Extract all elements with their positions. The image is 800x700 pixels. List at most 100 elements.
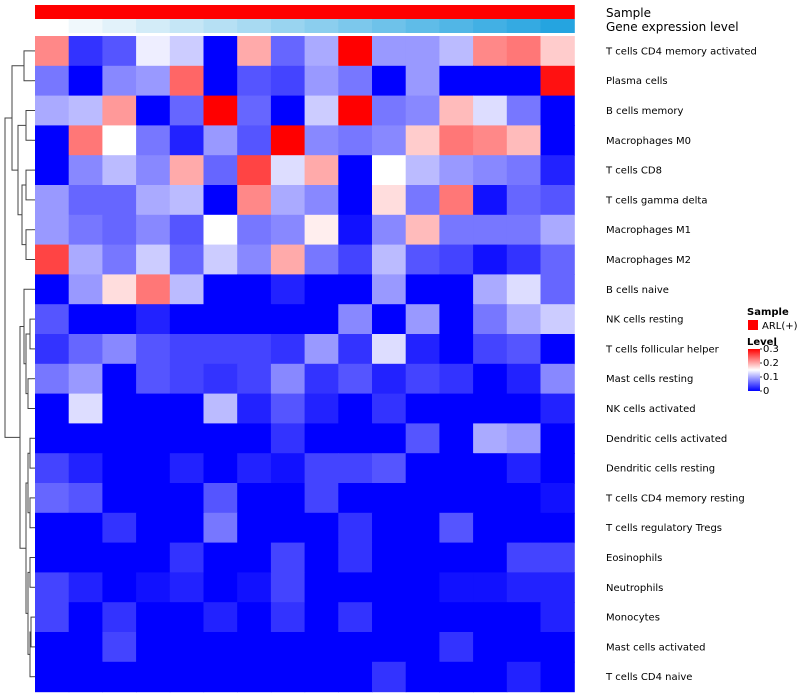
heatmap-cell — [540, 363, 575, 395]
heatmap-cell — [473, 185, 508, 216]
annotation-cell — [237, 5, 272, 19]
heatmap-cell — [270, 393, 306, 424]
heatmap-cell — [270, 155, 306, 186]
annotation-cell — [102, 19, 137, 33]
heatmap-cell — [439, 363, 474, 395]
heatmap-cell — [372, 483, 407, 514]
heatmap-cell — [237, 95, 272, 126]
heatmap-cell — [203, 483, 238, 514]
heatmap-cell — [102, 334, 137, 365]
heatmap-cell — [506, 602, 542, 633]
heatmap-cell — [35, 661, 70, 693]
heatmap-cell — [136, 483, 171, 514]
heatmap-cell — [237, 185, 272, 216]
dendrogram-branch — [27, 378, 32, 409]
heatmap-cell — [540, 334, 575, 365]
heatmap-cell — [473, 512, 508, 544]
heatmap-cell — [372, 155, 407, 186]
heatmap-cell — [473, 632, 508, 663]
heatmap-cell — [35, 453, 70, 484]
heatmap-cell — [439, 274, 474, 305]
heatmap-cell — [102, 512, 137, 544]
heatmap-cell — [540, 393, 575, 424]
heatmap-cell — [338, 185, 373, 216]
heatmap-cell — [338, 214, 373, 246]
heatmap-cell — [136, 304, 171, 335]
heatmap-cell — [68, 483, 103, 514]
heatmap-cell — [506, 661, 542, 693]
heatmap-cell — [473, 244, 508, 275]
heatmap-cell — [102, 661, 137, 693]
heatmap-cell — [473, 304, 508, 335]
dendrogram-branch — [25, 229, 32, 260]
heatmap-cell — [304, 214, 339, 246]
heatmap-cell — [540, 572, 575, 603]
heatmap-cell — [237, 36, 272, 67]
heatmap-cell — [102, 304, 137, 335]
heatmap-cell — [35, 185, 70, 216]
row-label: B cells naive — [606, 285, 669, 296]
heatmap-cell — [473, 602, 508, 633]
heatmap-cell — [304, 393, 339, 424]
heatmap-cell — [270, 512, 306, 544]
heatmap-cell — [169, 214, 205, 246]
heatmap-cell — [270, 602, 306, 633]
heatmap-cell — [136, 155, 171, 186]
annotation-cell — [237, 19, 272, 33]
heatmap-cell — [372, 65, 407, 97]
heatmap-cell — [203, 155, 238, 186]
heatmap-cell — [136, 632, 171, 663]
heatmap-cell — [405, 244, 440, 275]
heatmap-cell — [68, 572, 103, 603]
annotation-cell — [405, 19, 440, 33]
heatmap-cell — [338, 363, 373, 395]
heatmap-cell — [102, 36, 137, 67]
heatmap-cell — [304, 632, 339, 663]
heatmap-cell — [405, 542, 440, 573]
heatmap-cell — [237, 602, 272, 633]
annotation-cell — [35, 19, 70, 33]
heatmap-cell — [405, 393, 440, 424]
heatmap-cell — [304, 155, 339, 186]
heatmap-cell — [405, 125, 440, 156]
heatmap-cell — [338, 304, 373, 335]
row-label: Dendritic cells resting — [606, 464, 715, 475]
heatmap-cell — [405, 602, 440, 633]
heatmap-cell — [372, 423, 407, 454]
heatmap-cell — [68, 334, 103, 365]
row-label: B cells memory — [606, 106, 683, 117]
heatmap-cell — [136, 65, 171, 97]
heatmap-cell — [237, 304, 272, 335]
heatmap-cell — [136, 363, 171, 395]
heatmap-cell — [136, 214, 171, 246]
heatmap-cell — [473, 125, 508, 156]
heatmap-cell — [68, 393, 103, 424]
heatmap-cell — [372, 125, 407, 156]
heatmap-cell — [169, 393, 205, 424]
heatmap-cell — [304, 453, 339, 484]
legend-level-title: Level — [747, 337, 777, 348]
heatmap-cell — [506, 572, 542, 603]
annotation-cell — [473, 5, 508, 19]
heatmap-cell — [338, 632, 373, 663]
heatmap-cell — [68, 423, 103, 454]
heatmap-cell — [35, 542, 70, 573]
heatmap-cell — [439, 423, 474, 454]
dendrogram-branch — [29, 318, 32, 350]
heatmap-cell — [304, 483, 339, 514]
heatmap-cell — [439, 572, 474, 603]
row-labels: T cells CD4 memory activated Plasma cells… — [605, 46, 757, 683]
heatmap-cell — [203, 36, 238, 67]
heatmap-cell — [237, 393, 272, 424]
heatmap-cell — [203, 661, 238, 693]
legend-level-colorbar — [748, 349, 760, 391]
heatmap-cell — [540, 125, 575, 156]
heatmap-cell — [473, 572, 508, 603]
heatmap-cell — [169, 632, 205, 663]
heatmap-cell — [304, 602, 339, 633]
heatmap-cell — [473, 542, 508, 573]
heatmap-cell — [102, 274, 137, 305]
heatmap-cell — [169, 334, 205, 365]
heatmap-cell — [102, 125, 137, 156]
heatmap-cell — [203, 274, 238, 305]
